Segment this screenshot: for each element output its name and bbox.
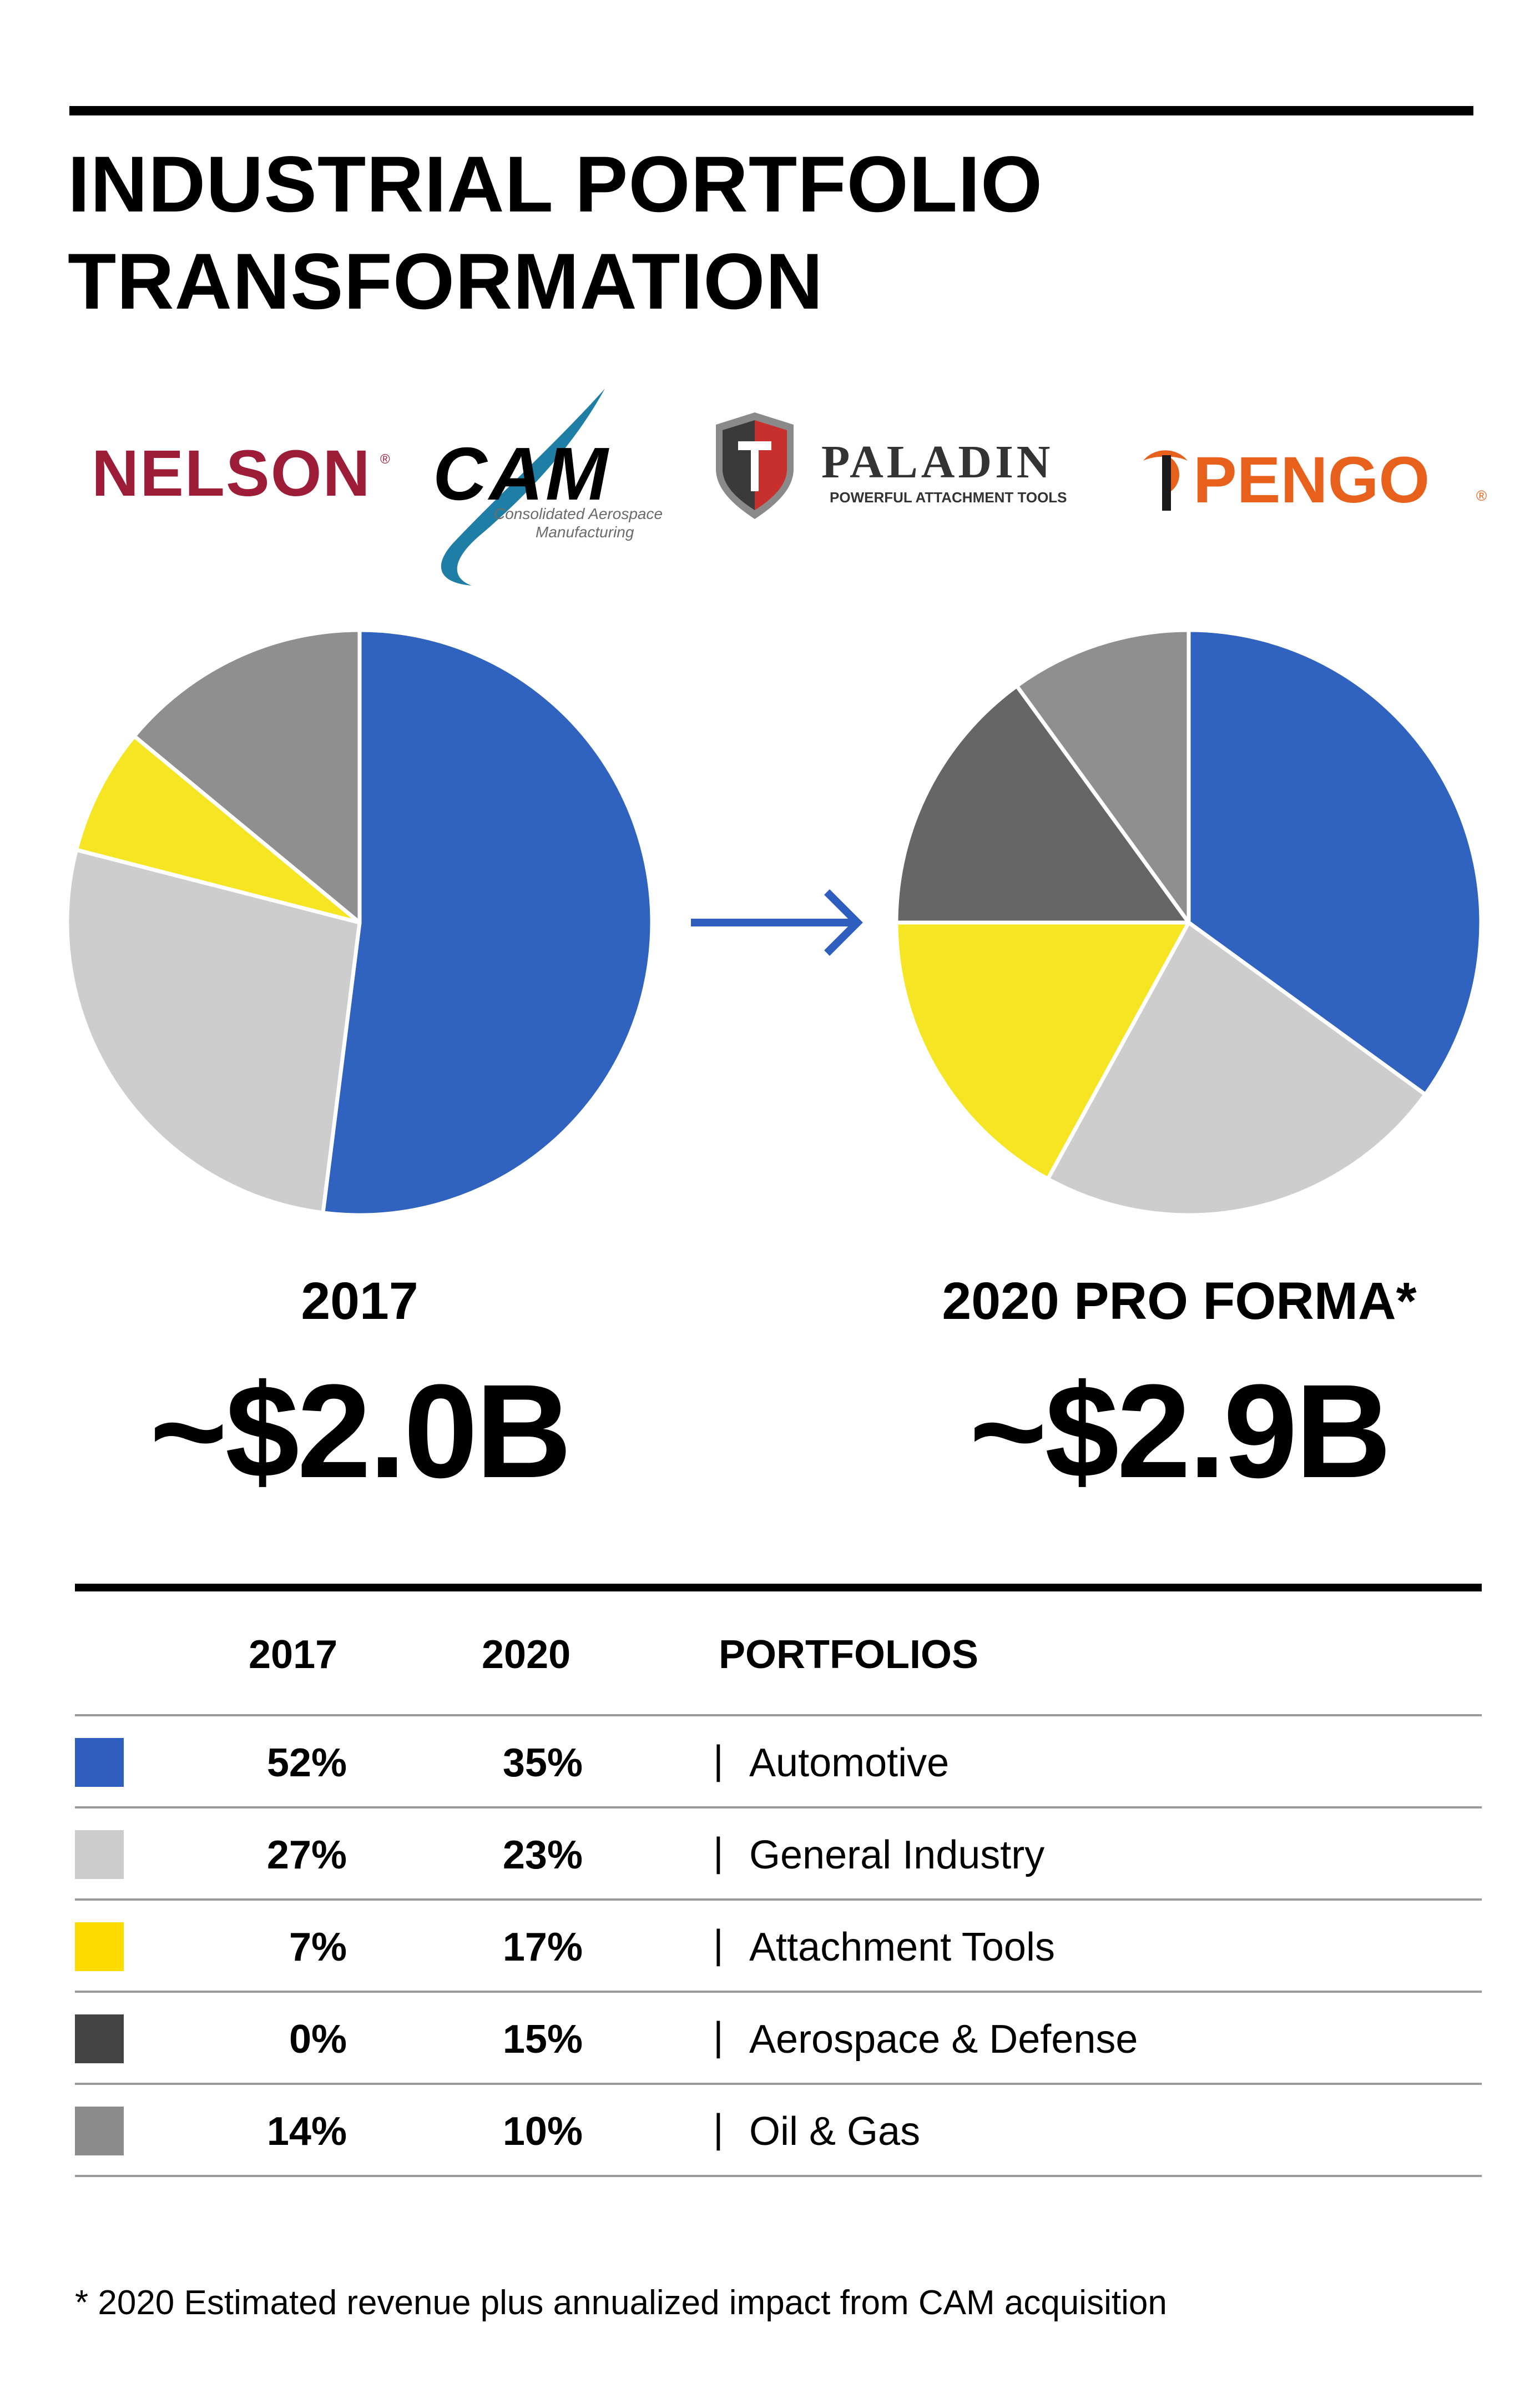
table-row: 14% 10% | Oil & Gas <box>75 2084 1482 2176</box>
svg-text:®: ® <box>1476 487 1487 504</box>
pie-2020-total: ~$2.9B <box>969 1357 1392 1505</box>
row-divider <box>75 1898 1482 1901</box>
value-2017: 52% <box>266 1741 347 1785</box>
pie-slice-2017-oil-gas <box>132 628 362 925</box>
pie-slice-2020-oil-gas <box>1014 628 1191 925</box>
row-divider <box>75 2175 1482 2177</box>
color-swatch <box>75 1922 124 1971</box>
pie-slice-2020-attachment-tools <box>894 920 1191 1181</box>
header-2017: 2017 <box>249 1633 338 1677</box>
portfolio-label: Attachment Tools <box>749 1925 1055 1969</box>
header-2020: 2020 <box>482 1633 571 1677</box>
nelson-logo: NELSON ® <box>92 437 391 511</box>
value-2020: 23% <box>502 1833 583 1877</box>
value-2017: 0% <box>289 2017 347 2062</box>
pie-2017-total: ~$2.0B <box>149 1357 572 1505</box>
portfolio-label: Aerospace & Defense <box>749 2017 1138 2062</box>
paladin-logo-text: PALADIN <box>821 436 1053 488</box>
table-row: 0% 15% | Aerospace & Defense <box>75 1992 1482 2084</box>
row-divider <box>75 1714 1482 1716</box>
svg-text:®: ® <box>380 452 390 467</box>
pengo-logo-text: PENGO <box>1193 444 1430 516</box>
pie-slice-2017-general-industry <box>65 848 362 1215</box>
top-rule <box>69 106 1473 115</box>
color-swatch <box>75 2107 124 2155</box>
pengo-pick-icon <box>1143 450 1188 511</box>
pie-chart-2020 <box>894 628 1483 1217</box>
row-divider <box>75 1806 1482 1808</box>
color-swatch <box>75 2014 124 2063</box>
row-separator: | <box>713 1738 724 1782</box>
pengo-logo: PENGO ® <box>1138 439 1493 519</box>
color-swatch <box>75 1830 124 1879</box>
portfolio-label: Automotive <box>749 1741 950 1785</box>
paladin-subtitle: POWERFUL ATTACHMENT TOOLS <box>830 489 1067 506</box>
pie-slice-2020-general-industry <box>1046 920 1427 1217</box>
table-top-rule <box>75 1584 1482 1591</box>
footnote: * 2020 Estimated revenue plus annualized… <box>75 2284 1167 2322</box>
pie-charts <box>65 628 1483 1217</box>
value-2020: 35% <box>502 1741 583 1785</box>
pie-slice-2017-automotive <box>321 628 654 1217</box>
value-2020: 15% <box>502 2017 583 2062</box>
row-separator: | <box>713 2014 724 2059</box>
table-row: 27% 23% | General Industry <box>75 1807 1482 1900</box>
row-divider <box>75 1991 1482 1993</box>
nelson-logo-text: NELSON <box>92 441 371 508</box>
cam-logo-text: CAM <box>433 432 610 516</box>
paladin-shield-icon <box>716 412 794 519</box>
row-divider <box>75 2083 1482 2085</box>
cam-logo: CAM Consolidated Aerospace Manufacturing <box>422 383 699 597</box>
pie-slice-2020-aerospace-defense <box>894 684 1191 925</box>
paladin-logo: PALADIN POWERFUL ATTACHMENT TOOLS <box>705 408 1121 527</box>
header-portfolios: PORTFOLIOS <box>719 1633 978 1677</box>
portfolio-label: Oil & Gas <box>749 2109 921 2154</box>
row-separator: | <box>713 2107 724 2151</box>
page-title: INDUSTRIAL PORTFOLIO TRANSFORMATION <box>68 136 1289 330</box>
table-row: 7% 17% | Attachment Tools <box>75 1900 1482 1992</box>
pie-chart-2017 <box>65 628 654 1217</box>
value-2020: 10% <box>502 2109 583 2154</box>
pie-slice-2017-attachment-tools <box>74 734 362 925</box>
value-2020: 17% <box>502 1925 583 1969</box>
pie-slice-2020-automotive <box>1186 628 1483 1097</box>
title-line-1: INDUSTRIAL PORTFOLIO <box>68 140 1043 229</box>
color-swatch <box>75 1738 124 1787</box>
pie-2017-label: 2017 <box>301 1272 418 1331</box>
row-separator: | <box>713 1830 724 1875</box>
row-separator: | <box>713 1922 724 1967</box>
table-row: 52% 35% | Automotive <box>75 1715 1482 1807</box>
portfolio-label: General Industry <box>749 1833 1045 1877</box>
title-line-2: TRANSFORMATION <box>68 238 824 326</box>
cam-subtitle-2: Manufacturing <box>536 523 634 541</box>
arrow-right-icon <box>691 889 863 956</box>
value-2017: 7% <box>289 1925 347 1969</box>
value-2017: 27% <box>266 1833 347 1877</box>
cam-subtitle-1: Consolidated Aerospace <box>494 505 663 522</box>
value-2017: 14% <box>266 2109 347 2154</box>
pie-2020-label: 2020 PRO FORMA* <box>942 1272 1417 1331</box>
